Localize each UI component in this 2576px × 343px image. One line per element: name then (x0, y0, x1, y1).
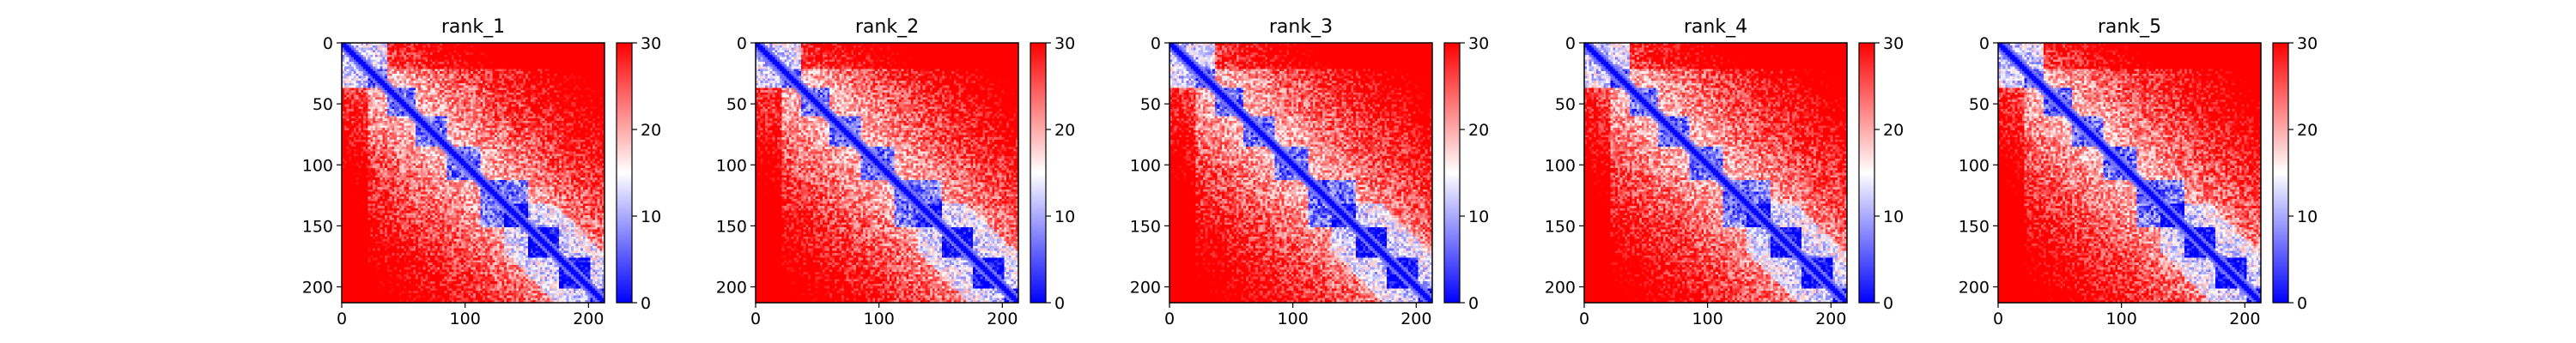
colorbar-tick-label: 20 (641, 121, 661, 140)
axes-frame (1997, 42, 2262, 304)
y-tick-label: 200 (302, 279, 333, 298)
colorbar (1030, 42, 1047, 304)
y-tick-label: 150 (1130, 217, 1161, 236)
colorbar-tick-label: 30 (2297, 34, 2318, 53)
y-tick-label: 100 (1130, 156, 1161, 175)
axes-frame (341, 42, 605, 304)
x-tick-label: 200 (1815, 310, 1846, 328)
x-tick-label: 100 (2106, 310, 2137, 328)
heatmap-image (342, 43, 605, 303)
y-tick-label: 100 (1545, 156, 1576, 175)
axes-frame (1169, 42, 1433, 304)
x-tick-label: 0 (1579, 310, 1589, 328)
y-tick-label: 150 (1959, 217, 1990, 236)
heatmap-image (1170, 43, 1432, 303)
y-tick-label: 150 (1545, 217, 1576, 236)
y-tick-label: 150 (716, 217, 747, 236)
colorbar-tick-label: 30 (641, 34, 661, 53)
y-tick-label: 50 (1140, 95, 1161, 114)
colorbar-tick-label: 10 (1054, 208, 1075, 226)
x-tick-label: 0 (750, 310, 761, 328)
y-tick-label: 0 (737, 34, 747, 53)
colorbar-tick-label: 0 (1468, 294, 1479, 313)
colorbar-tick-label: 0 (1054, 294, 1065, 313)
colorbar-tick-label: 0 (2297, 294, 2307, 313)
colorbar (2272, 42, 2289, 304)
colorbar-tick-label: 10 (641, 208, 661, 226)
x-tick-label: 0 (1164, 310, 1175, 328)
y-tick-label: 0 (323, 34, 333, 53)
panel-title: rank_1 (441, 16, 505, 38)
panel-title: rank_2 (855, 16, 919, 38)
x-tick-label: 100 (450, 310, 481, 328)
colorbar-tick-label: 30 (1468, 34, 1489, 53)
x-tick-label: 0 (1993, 310, 2003, 328)
x-tick-label: 100 (864, 310, 895, 328)
x-tick-label: 100 (1692, 310, 1723, 328)
y-tick-label: 50 (313, 95, 333, 114)
y-tick-label: 0 (1979, 34, 1990, 53)
colorbar-tick-label: 20 (1054, 121, 1075, 140)
y-tick-label: 100 (1959, 156, 1990, 175)
y-tick-label: 50 (1555, 95, 1576, 114)
panel-title: rank_4 (1684, 16, 1747, 38)
x-tick-label: 200 (1400, 310, 1431, 328)
colorbar-tick-label: 10 (1468, 208, 1489, 226)
y-tick-label: 100 (302, 156, 333, 175)
heatmap-image (1584, 43, 1847, 303)
x-tick-label: 200 (987, 310, 1018, 328)
axes-frame (755, 42, 1019, 304)
y-tick-label: 200 (716, 279, 747, 298)
y-tick-label: 200 (1959, 279, 1990, 298)
heatmap-image (1998, 43, 2261, 303)
panel-title: rank_5 (2098, 16, 2161, 38)
x-tick-label: 0 (337, 310, 347, 328)
axes-frame (1583, 42, 1848, 304)
colorbar-tick-label: 30 (1883, 34, 1904, 53)
colorbar-tick-label: 10 (1883, 208, 1904, 226)
y-tick-label: 0 (1565, 34, 1576, 53)
panel-title: rank_3 (1269, 16, 1333, 38)
colorbar (1443, 42, 1461, 304)
x-tick-label: 200 (2229, 310, 2260, 328)
y-tick-label: 100 (716, 156, 747, 175)
colorbar-tick-label: 20 (1883, 121, 1904, 140)
y-tick-label: 150 (302, 217, 333, 236)
x-tick-label: 200 (573, 310, 604, 328)
colorbar-tick-label: 20 (2297, 121, 2318, 140)
x-tick-label: 100 (1278, 310, 1309, 328)
y-tick-label: 200 (1130, 279, 1161, 298)
y-tick-label: 200 (1545, 279, 1576, 298)
heatmap-image (756, 43, 1018, 303)
colorbar-tick-label: 30 (1054, 34, 1075, 53)
colorbar-tick-label: 10 (2297, 208, 2318, 226)
y-tick-label: 50 (726, 95, 747, 114)
y-tick-label: 50 (1969, 95, 1990, 114)
colorbar (616, 42, 633, 304)
colorbar-tick-label: 0 (641, 294, 651, 313)
colorbar-tick-label: 20 (1468, 121, 1489, 140)
y-tick-label: 0 (1151, 34, 1161, 53)
colorbar-tick-label: 0 (1883, 294, 1893, 313)
colorbar (1858, 42, 1875, 304)
